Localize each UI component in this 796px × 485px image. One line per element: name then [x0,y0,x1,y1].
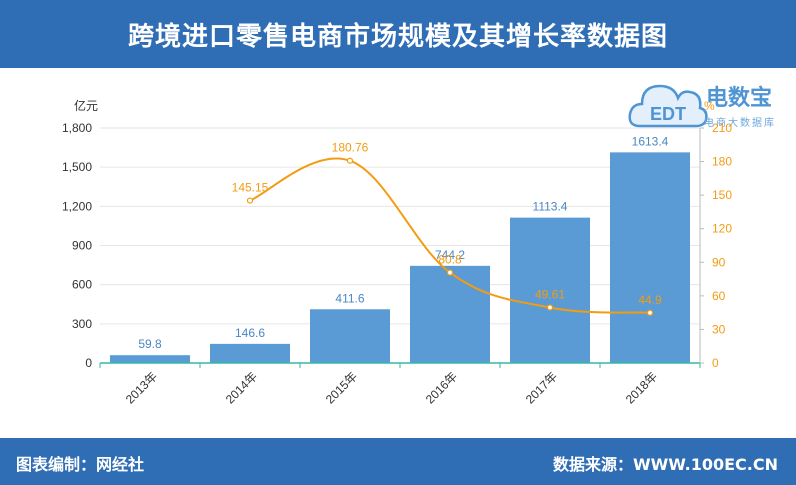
logo-subtitle: 电商大数据库 [704,118,776,129]
line-value-label: 180.76 [332,141,369,155]
x-tick-label: 2015年 [323,369,360,406]
logo-text: 电数宝 [706,86,773,111]
x-tick-label: 2013年 [123,369,160,406]
right-tick-label: 30 [712,322,726,336]
right-tick-label: 0 [712,356,719,370]
left-tick-label: 600 [72,278,92,292]
growth-line [249,157,651,314]
logo-mark: EDT [650,104,686,124]
line-point [446,269,454,276]
bar-series: 59.8 146.6 411.6 744.2 1113.4 1613.4 [110,134,690,363]
footer-source: 数据来源：WWW.100EC.CN [552,455,778,474]
chart-title: 跨境进口零售电商市场规模及其增长率数据图 [127,21,668,52]
bar-value-label: 1113.4 [533,200,568,214]
bar [110,355,190,363]
left-tick-label: 1,200 [62,199,92,213]
line-point [346,157,354,164]
line-point [546,304,554,311]
right-tick-label: 60 [712,289,726,303]
right-tick-label: 90 [712,255,726,269]
bar-value-label: 146.6 [235,326,265,340]
bar [610,152,690,363]
bar [510,217,590,363]
right-tick-label: 120 [712,222,732,236]
title-bar: 跨境进口零售电商市场规模及其增长率数据图 [0,0,796,68]
bar-value-label: 59.8 [138,337,162,351]
brand-logo: EDT 电数宝 电商大数据库 [628,76,790,140]
line-point [246,197,254,204]
line-value-label: 145.15 [232,181,269,195]
right-tick-label: 150 [712,188,732,202]
x-axis: 2013年 2014年 2015年 2016年 2017年 2018年 [99,363,701,406]
x-tick-label: 2017年 [523,369,560,406]
bar [410,265,490,363]
bar [310,309,390,363]
right-axis-unit: % [704,99,715,113]
cloud-icon: EDT [628,84,708,128]
line-point [646,309,654,316]
line-series: 145.15 180.76 80.8 49.61 44.9 [232,141,662,316]
bar-value-label: 411.6 [335,291,364,305]
left-tick-label: 1,800 [62,121,92,135]
left-tick-label: 900 [72,239,92,253]
grid-lines [100,127,700,325]
right-tick-label: 180 [712,155,732,169]
x-tick-label: 2014年 [223,369,260,406]
bar-value-label: 744.2 [435,248,465,262]
bar-value-label: 1613.4 [632,134,669,148]
left-axis: 0 300 600 900 1,200 1,500 1,800 [62,121,92,370]
line-value-label: 44.9 [638,293,662,307]
line-value-label: 49.61 [535,287,565,301]
left-tick-label: 0 [85,356,92,370]
footer-credit: 图表编制：网经社 [16,455,145,474]
left-axis-unit: 亿元 [74,98,98,113]
x-tick-label: 2018年 [623,369,660,406]
left-tick-label: 1,500 [62,160,92,174]
left-tick-label: 300 [72,317,92,331]
right-tick-label: 210 [712,121,732,135]
footer-bar: 图表编制：网经社 数据来源：WWW.100EC.CN [0,438,796,485]
bar [210,343,290,363]
line-value-label: 80.8 [438,253,462,267]
x-tick-label: 2016年 [423,369,460,406]
right-axis: 0 30 60 90 120 150 180 210 [700,121,732,370]
